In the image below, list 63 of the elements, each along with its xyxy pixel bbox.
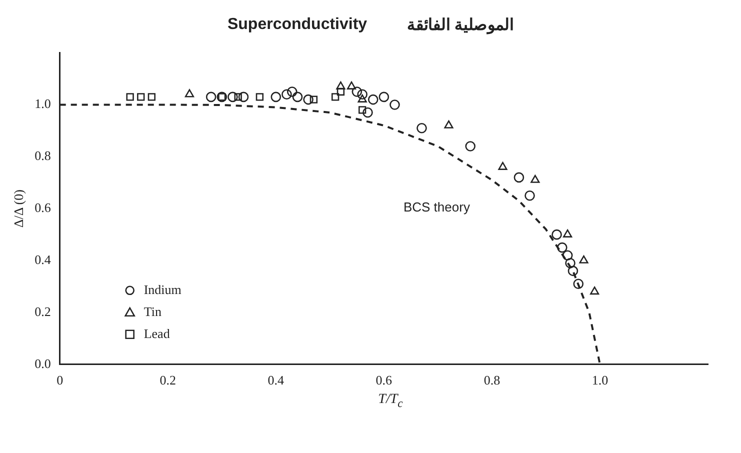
point [256, 93, 264, 101]
point [498, 162, 508, 170]
point [358, 94, 367, 102]
text: BCS theory [403, 200, 470, 215]
chart-subtitle: الموصلية الفائقة [407, 16, 514, 35]
point [368, 94, 378, 105]
point [331, 93, 340, 101]
point [357, 89, 368, 100]
x-axis-title: T/T$_{c}$ [377, 392, 404, 410]
point [346, 81, 356, 90]
point [573, 278, 584, 290]
point [234, 93, 242, 101]
x-tick-label: 0.2 [160, 372, 176, 388]
point [286, 86, 298, 97]
point [137, 93, 145, 101]
point [352, 86, 362, 97]
point [310, 96, 318, 104]
point [568, 266, 578, 276]
point [336, 81, 346, 90]
point [358, 106, 366, 114]
y-tick-label: 0.6 [34, 200, 52, 216]
point [126, 93, 134, 101]
point [444, 120, 454, 128]
point [282, 89, 292, 100]
point [303, 94, 314, 105]
point [465, 141, 476, 152]
x-tick-label: 0.4 [268, 372, 285, 388]
point [378, 92, 390, 102]
y-tick-label: 0.0 [34, 356, 51, 371]
y-tick-label: 0.2 [34, 304, 51, 319]
legend-label: Lead [144, 326, 170, 341]
y-axis-title: Δ/Δ (0) [11, 190, 26, 228]
point [579, 255, 588, 264]
point [292, 92, 303, 102]
point [336, 88, 345, 96]
legend-label: Tin [144, 304, 162, 319]
point [416, 122, 427, 134]
x-tick-label: 0.6 [376, 372, 393, 388]
point [565, 258, 576, 268]
point [552, 229, 562, 240]
chart-title: Superconductivity [227, 16, 368, 34]
point [514, 172, 524, 183]
point [530, 174, 540, 183]
x-tick-label: 0 [56, 372, 64, 388]
point [524, 190, 535, 201]
point [590, 286, 600, 295]
point [270, 92, 282, 102]
point [562, 250, 573, 260]
point [228, 92, 238, 102]
y-tick-label: 1.0 [34, 96, 51, 112]
y-tick-label: 0.8 [34, 148, 51, 164]
point [557, 242, 568, 253]
point [238, 92, 249, 102]
point [563, 229, 572, 238]
y-tick-label: 0.4 [34, 252, 52, 267]
point [148, 93, 156, 101]
x-tick-label: 1.0 [592, 372, 608, 388]
point [206, 92, 216, 102]
legend-label: Indium [144, 282, 182, 297]
point [390, 100, 400, 110]
x-tick-label: 0.8 [484, 372, 500, 388]
point [184, 89, 194, 98]
point [362, 107, 373, 118]
